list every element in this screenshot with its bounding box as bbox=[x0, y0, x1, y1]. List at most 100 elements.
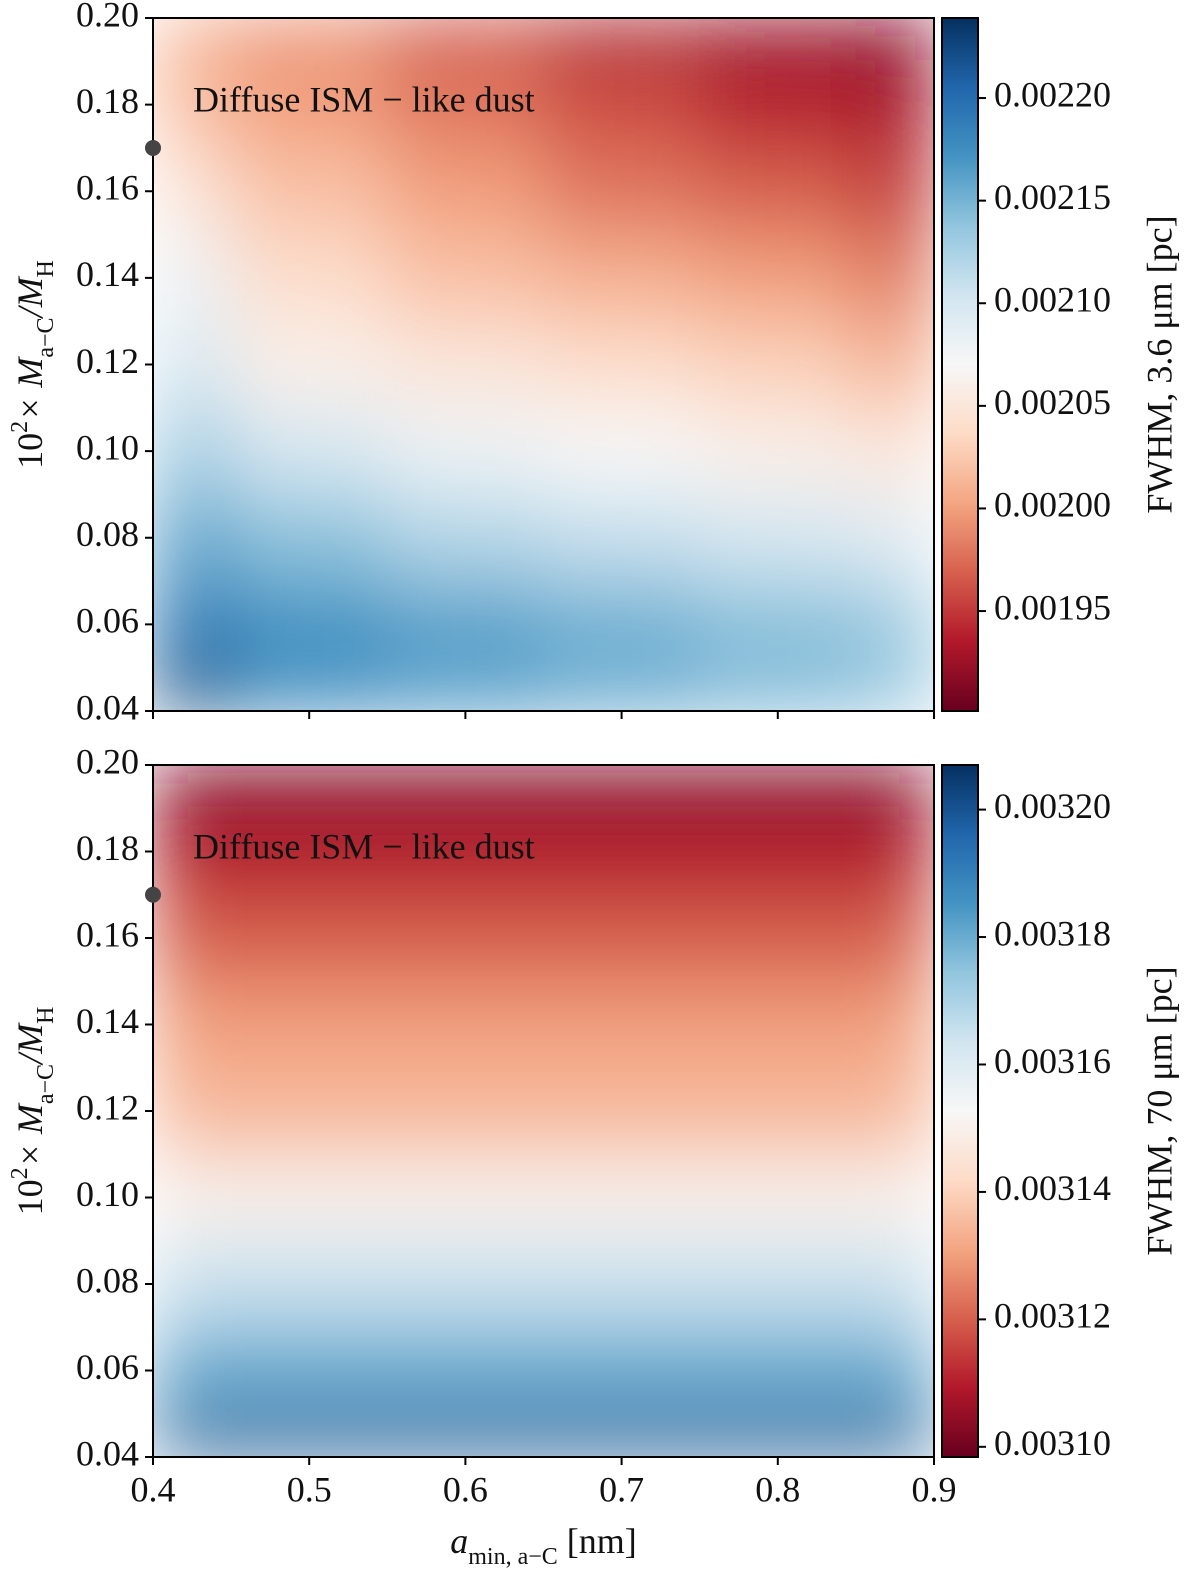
heatmap-cell bbox=[230, 147, 388, 236]
heatmap-cell bbox=[855, 894, 934, 982]
heatmap-cell bbox=[855, 407, 934, 495]
heatmap-cell bbox=[699, 580, 857, 669]
heatmap-cell bbox=[855, 807, 934, 896]
heatmap-cell bbox=[153, 807, 232, 896]
heatmap-cell bbox=[855, 234, 934, 322]
y-tick-label: 0.18 bbox=[76, 81, 139, 121]
heatmap-cell bbox=[543, 667, 701, 711]
heatmap-cell bbox=[855, 765, 934, 809]
heatmap-cell bbox=[153, 407, 232, 495]
x-axis-label: amin, a−C [nm] bbox=[450, 1521, 637, 1569]
heatmap-cell bbox=[153, 765, 232, 809]
heatmap-cell bbox=[386, 18, 544, 62]
heatmap-cell bbox=[230, 1067, 388, 1155]
heatmap-cell bbox=[153, 667, 232, 711]
heatmap-cell bbox=[230, 1326, 388, 1415]
heatmap-cell bbox=[230, 493, 388, 582]
y-axis-label: 102× Ma−C/MH bbox=[7, 1007, 59, 1216]
heatmap-cell bbox=[386, 1326, 544, 1415]
heatmap-cell bbox=[855, 18, 934, 62]
y-axis-label-part: H bbox=[33, 260, 59, 277]
y-tick-label: 0.10 bbox=[76, 427, 139, 467]
heatmap-cell bbox=[386, 580, 544, 669]
heatmap-cell bbox=[153, 980, 232, 1069]
heatmap-cell bbox=[855, 580, 934, 669]
x-tick-label: 0.7 bbox=[599, 1469, 644, 1509]
y-tick-label: 0.18 bbox=[76, 828, 139, 868]
heatmap-cell bbox=[543, 147, 701, 236]
heatmap-cell bbox=[386, 320, 544, 409]
colorbar-tick-label: 0.00314 bbox=[994, 1168, 1111, 1208]
x-tick-label: 0.4 bbox=[131, 1469, 176, 1509]
y-tick-label: 0.20 bbox=[76, 741, 139, 781]
y-axis-label-part: 2 bbox=[7, 421, 33, 433]
heatmap-cell bbox=[543, 493, 701, 582]
y-axis-label-part: a−C bbox=[33, 1064, 59, 1104]
heatmap-cell bbox=[855, 1326, 934, 1415]
y-tick-label: 0.08 bbox=[76, 514, 139, 554]
heatmap-cell bbox=[386, 807, 544, 896]
marker-point bbox=[145, 139, 161, 156]
marker-point bbox=[145, 886, 161, 903]
heatmap-cell bbox=[699, 1067, 857, 1155]
heatmap-area bbox=[153, 765, 934, 1457]
heatmap-cell bbox=[386, 60, 544, 149]
colorbar-tick-label: 0.00205 bbox=[994, 382, 1111, 422]
heatmap-cell bbox=[230, 580, 388, 669]
heatmap-cell bbox=[543, 894, 701, 982]
heatmap-cell bbox=[386, 1240, 544, 1328]
heatmap-cell bbox=[230, 1240, 388, 1328]
heatmap bbox=[153, 18, 934, 711]
heatmap-cell bbox=[230, 234, 388, 322]
heatmap-cell bbox=[543, 980, 701, 1069]
heatmap-cell bbox=[855, 667, 934, 711]
colorbar-label: FWHM, 3.6 μm [pc] bbox=[1139, 215, 1179, 513]
y-tick-label: 0.06 bbox=[76, 1347, 139, 1387]
colorbar-tick-label: 0.00200 bbox=[994, 485, 1111, 525]
heatmap-cell bbox=[699, 894, 857, 982]
heatmap-cell bbox=[699, 1326, 857, 1415]
heatmap-cell bbox=[230, 765, 388, 809]
y-axis-label-part: /M bbox=[10, 275, 50, 319]
y-tick-label: 0.04 bbox=[76, 1433, 139, 1473]
y-axis-label-part: a−C bbox=[33, 317, 59, 357]
y-axis-label-part: 10 bbox=[10, 1179, 50, 1215]
heatmap-cell bbox=[153, 1326, 232, 1415]
annotation: Diffuse ISM − like dust bbox=[193, 826, 535, 866]
heatmap-cell bbox=[855, 1413, 934, 1457]
y-tick-label: 0.14 bbox=[76, 1001, 139, 1041]
colorbar-tick-label: 0.00318 bbox=[994, 913, 1111, 953]
heatmap-cell bbox=[699, 60, 857, 149]
heatmap-cell bbox=[543, 1067, 701, 1155]
heatmap-cell bbox=[153, 234, 232, 322]
y-axis-label-part: 2 bbox=[7, 1167, 33, 1179]
y-axis-label-part: /M bbox=[10, 1022, 50, 1066]
heatmap-cell bbox=[699, 1153, 857, 1242]
heatmap-cell bbox=[699, 234, 857, 322]
colorbar-tick-label: 0.00320 bbox=[994, 786, 1111, 826]
heatmap-cell bbox=[230, 667, 388, 711]
y-tick-label: 0.06 bbox=[76, 601, 139, 641]
heatmap-cell bbox=[153, 1153, 232, 1242]
colorbar-tick-label: 0.00316 bbox=[994, 1041, 1111, 1081]
heatmap-cell bbox=[386, 147, 544, 236]
x-tick-label: 0.6 bbox=[443, 1469, 488, 1509]
heatmap-cell bbox=[153, 894, 232, 982]
heatmap-cell bbox=[543, 580, 701, 669]
heatmap-cell bbox=[386, 1153, 544, 1242]
y-tick-label: 0.14 bbox=[76, 254, 139, 294]
heatmap-cell bbox=[699, 667, 857, 711]
heatmap-cell bbox=[543, 1153, 701, 1242]
heatmap-cell bbox=[855, 60, 934, 149]
heatmap-cell bbox=[543, 407, 701, 495]
heatmap-cell bbox=[153, 18, 232, 62]
colorbar-tick-label: 0.00312 bbox=[994, 1296, 1111, 1336]
x-tick-label: 0.5 bbox=[287, 1469, 332, 1509]
y-axis-label-part: H bbox=[33, 1007, 59, 1024]
heatmap-cell bbox=[855, 980, 934, 1069]
y-axis-label-part: × M bbox=[10, 356, 50, 421]
colorbar-label: FWHM, 70 μm [pc] bbox=[1139, 966, 1179, 1255]
heatmap-cell bbox=[855, 1067, 934, 1155]
heatmap-area bbox=[153, 18, 934, 711]
